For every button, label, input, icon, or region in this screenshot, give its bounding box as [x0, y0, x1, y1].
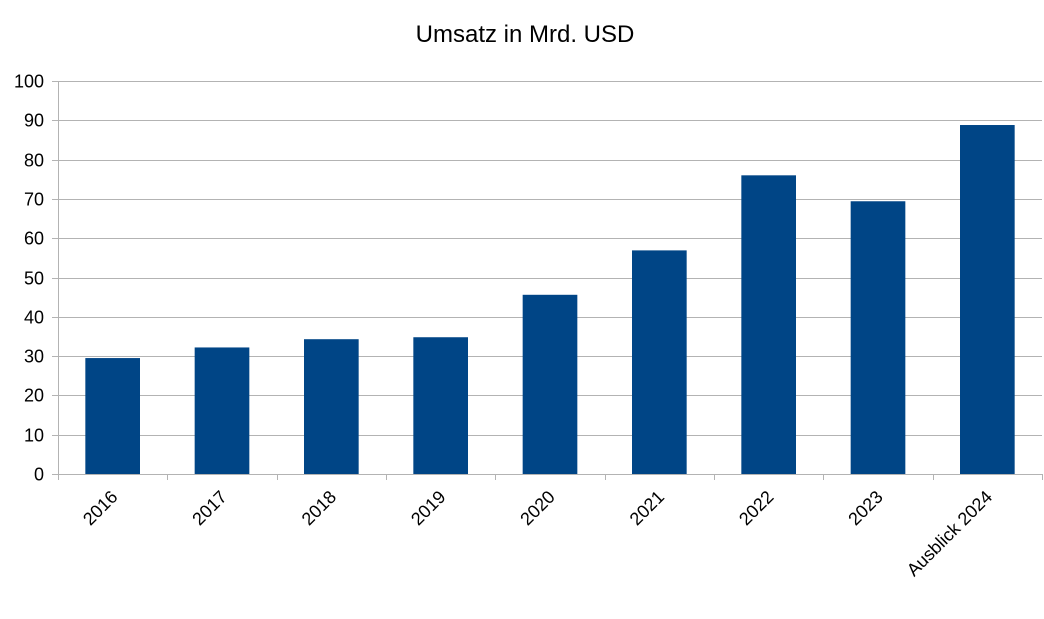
bar-ausblick-2024 — [960, 125, 1015, 475]
y-tick-label: 90 — [24, 111, 44, 131]
bar-2023 — [850, 201, 906, 474]
x-tick-label: 2022 — [735, 487, 777, 529]
axes — [52, 81, 1043, 480]
x-tick-label: Ausblick 2024 — [903, 487, 996, 580]
bar-2022 — [741, 175, 796, 474]
x-tick-labels: 2016 2017 2018 2019 2020 2021 2022 2023 Ausblick… — [79, 487, 996, 580]
y-tick-label: 50 — [24, 269, 44, 289]
y-tick-label: 0 — [34, 465, 44, 485]
y-tick-label: 60 — [24, 229, 44, 249]
y-tick-label: 70 — [24, 190, 44, 210]
x-tick-label: 2021 — [626, 487, 668, 529]
bars — [85, 125, 1015, 475]
y-tick-label: 100 — [14, 72, 44, 92]
bar-2017 — [194, 347, 250, 474]
bar-2020 — [522, 294, 578, 474]
y-tick-label: 80 — [24, 151, 44, 171]
bar-2016 — [85, 358, 140, 474]
bar-2018 — [304, 339, 359, 474]
y-tick-label: 40 — [24, 308, 44, 328]
y-tick-label: 20 — [24, 386, 44, 406]
y-tick-labels: 0 10 20 30 40 50 60 70 80 90 100 — [14, 72, 44, 485]
x-tick-label: 2019 — [407, 487, 449, 529]
chart-title: Umsatz in Mrd. USD — [416, 21, 635, 48]
x-tick-label: 2018 — [298, 487, 340, 529]
y-tick-label: 10 — [24, 426, 44, 446]
x-tick-label: 2016 — [79, 487, 121, 529]
x-tick-label: 2017 — [188, 487, 230, 529]
bar-2019 — [413, 337, 468, 474]
x-tick-label: 2020 — [516, 487, 558, 529]
x-tick-label: 2023 — [844, 487, 886, 529]
bar-2021 — [632, 250, 687, 474]
y-tick-label: 30 — [24, 347, 44, 367]
